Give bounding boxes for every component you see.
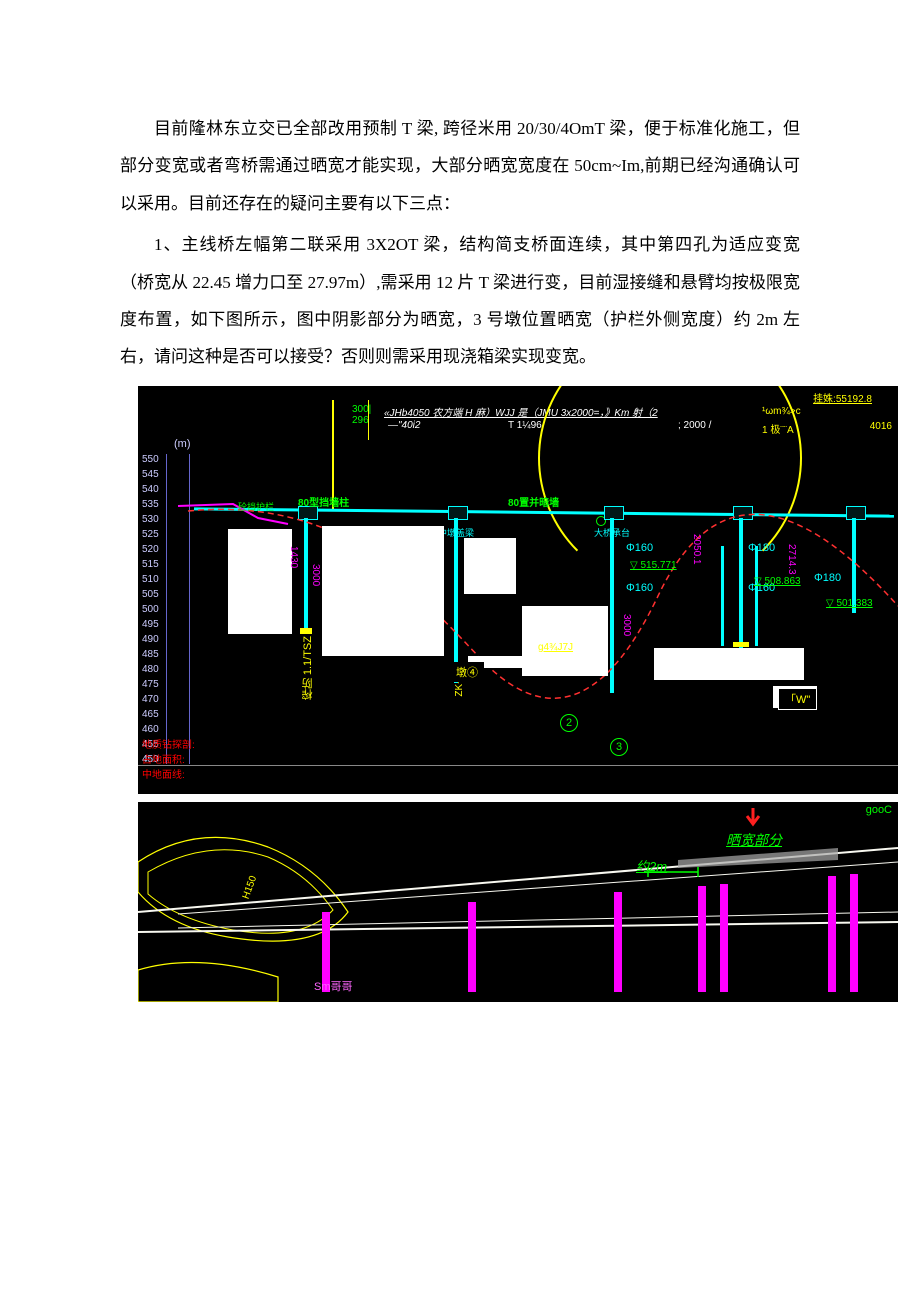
joint-5: [846, 506, 866, 520]
green-label-3: 80置并暗墙: [508, 494, 559, 509]
vert-yellow-text: 榨防 1.1/TSZ: [300, 636, 316, 700]
joint-3: [604, 506, 624, 520]
dim-2050: 2050.1: [691, 534, 702, 565]
paragraph-point1: 1、主线桥左幅第二联采用 3X2OT 梁，结构简支桥面连续，其中第四孔为适应变宽…: [120, 226, 800, 376]
iw-box: 「W": [778, 688, 817, 710]
pile-cap-4: [733, 642, 749, 647]
ytick-525: 525: [142, 529, 159, 540]
dim-3000b: 3000: [621, 614, 632, 636]
elev-508: ▽ 508.863: [754, 576, 801, 587]
ytick-530: 530: [142, 514, 159, 525]
cad-elevation-figure: 300| 296 «JHb4050 农方端 H 麻）WJJ 是（JMU 3x20…: [138, 386, 898, 794]
whitebox-1: [228, 529, 292, 634]
figure-bottom-border: [138, 765, 898, 794]
phi160-b: Φ160: [626, 582, 653, 594]
pier-1: [304, 518, 308, 633]
f2-pier-4b: [720, 884, 728, 992]
pile-cap-1: [300, 628, 312, 634]
y-axis-box: [166, 454, 190, 764]
top-sub-d: —"40i2: [388, 420, 420, 431]
ytick-510: 510: [142, 574, 159, 585]
pile-4b: [755, 546, 758, 646]
cad-plan-figure: gooC: [138, 802, 898, 1002]
joint-2: [448, 506, 468, 520]
dim-2714: 2714.3: [786, 544, 797, 575]
g4-label: g4¾J7J: [538, 642, 573, 653]
elev-501: ▽ 501.383: [826, 598, 873, 609]
ytick-495: 495: [142, 619, 159, 630]
legend-2: 占地面积:: [142, 751, 195, 766]
y-axis-unit: (m): [174, 438, 191, 450]
ytick-515: 515: [142, 559, 159, 570]
joint-4: [733, 506, 753, 520]
ytick-500: 500: [142, 604, 159, 615]
ytick-520: 520: [142, 544, 159, 555]
ytick-460: 460: [142, 724, 159, 735]
whitebox-2: [322, 526, 444, 656]
pier-sub-label-2: 大桥承台: [594, 526, 630, 539]
ytick-545: 545: [142, 469, 159, 480]
figures-wrapper: 300| 296 «JHb4050 农方端 H 麻）WJJ 是（JMU 3x20…: [120, 386, 800, 1002]
ytick-475: 475: [142, 679, 159, 690]
dim-3000-left: 3000: [310, 564, 321, 586]
ytick-550: 550: [142, 454, 159, 465]
circle-3: 3: [610, 738, 628, 756]
ybox-4: 4016: [864, 419, 898, 434]
top-sub-e: T 1¼96: [508, 420, 542, 431]
approx2m-label: 约2m: [636, 856, 667, 875]
pier-3: [610, 518, 614, 693]
fig2-svg: [138, 802, 898, 1002]
document-page: 目前隆林东立交已全部改用预制 T 梁, 跨径米用 20/30/4OmT 梁，便于…: [0, 0, 920, 1042]
paragraph-intro: 目前隆林东立交已全部改用预制 T 梁, 跨径米用 20/30/4OmT 梁，便于…: [120, 110, 800, 222]
green-label-2: 80型挡墙柱: [298, 494, 349, 509]
phi180-a: Φ180: [748, 542, 775, 554]
ytick-505: 505: [142, 589, 159, 600]
shaikuan-label: 晒宽部分: [726, 830, 782, 850]
whitebox-3: [464, 538, 516, 594]
f2-pier-5a: [828, 876, 836, 992]
ytick-465: 465: [142, 709, 159, 720]
elev-515: ▽ 515.771: [630, 560, 677, 571]
ytick-490: 490: [142, 634, 159, 645]
whitebox-5: [654, 648, 804, 680]
blackbox-zkcap: 墩④: [450, 662, 484, 682]
phi160-a: Φ160: [626, 542, 653, 554]
f2-pier-3: [614, 892, 622, 992]
ytick-480: 480: [142, 664, 159, 675]
ytick-540: 540: [142, 484, 159, 495]
top-label-a: 300| 296: [333, 402, 371, 420]
f2-pier-2: [468, 902, 476, 992]
phi180-b: Φ180: [814, 572, 841, 584]
ytick-470: 470: [142, 694, 159, 705]
rule-yellow-2: [368, 400, 369, 440]
f2-pier-5b: [850, 874, 858, 992]
f2-pier-4a: [698, 886, 706, 992]
pier-2: [454, 518, 458, 683]
whitebox-4: [522, 606, 608, 676]
green-label-1: 砼挡护栏: [238, 500, 274, 513]
circle-2: 2: [560, 714, 578, 732]
sm-label: Sm哥哥: [314, 978, 353, 994]
dim-1430: 1430: [288, 546, 299, 568]
ytick-535: 535: [142, 499, 159, 510]
pier-4: [739, 518, 743, 648]
pile-4a: [721, 546, 724, 646]
legend-1: 地质钻探剖:: [142, 736, 195, 751]
ytick-485: 485: [142, 649, 159, 660]
